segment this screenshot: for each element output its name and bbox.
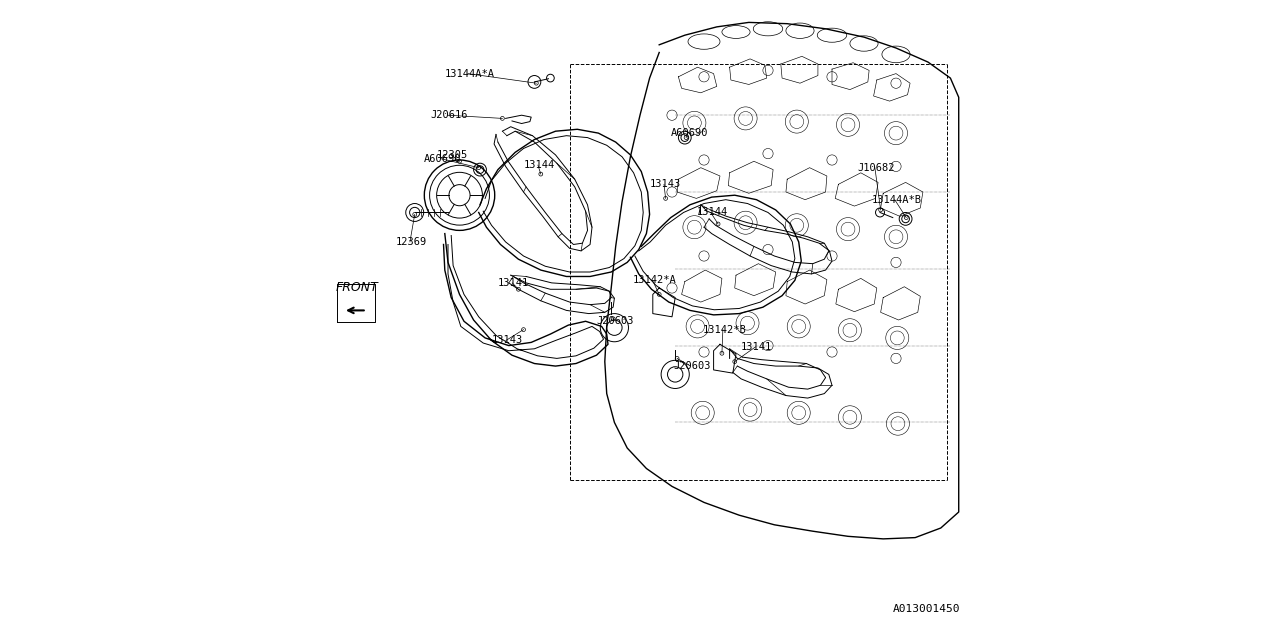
Text: J20603: J20603 bbox=[596, 316, 634, 326]
Text: 13143: 13143 bbox=[650, 179, 681, 189]
Text: 13144A*A: 13144A*A bbox=[445, 68, 495, 79]
Text: 13144A*B: 13144A*B bbox=[872, 195, 922, 205]
Text: A60690: A60690 bbox=[424, 154, 461, 164]
Text: FRONT: FRONT bbox=[335, 282, 379, 294]
Text: 13144: 13144 bbox=[524, 160, 554, 170]
Text: 13142*A: 13142*A bbox=[632, 275, 676, 285]
Text: 12305: 12305 bbox=[436, 150, 467, 160]
Text: 13142*B: 13142*B bbox=[703, 324, 746, 335]
Text: 13141: 13141 bbox=[741, 342, 772, 352]
Text: J10682: J10682 bbox=[858, 163, 895, 173]
Text: A013001450: A013001450 bbox=[893, 604, 960, 614]
Text: 12369: 12369 bbox=[396, 237, 426, 247]
Text: A60690: A60690 bbox=[671, 128, 708, 138]
Text: 13141: 13141 bbox=[498, 278, 529, 288]
Text: J20603: J20603 bbox=[673, 361, 710, 371]
Text: 13143: 13143 bbox=[492, 335, 522, 346]
Text: 13144: 13144 bbox=[696, 207, 727, 218]
Text: J20616: J20616 bbox=[430, 110, 467, 120]
